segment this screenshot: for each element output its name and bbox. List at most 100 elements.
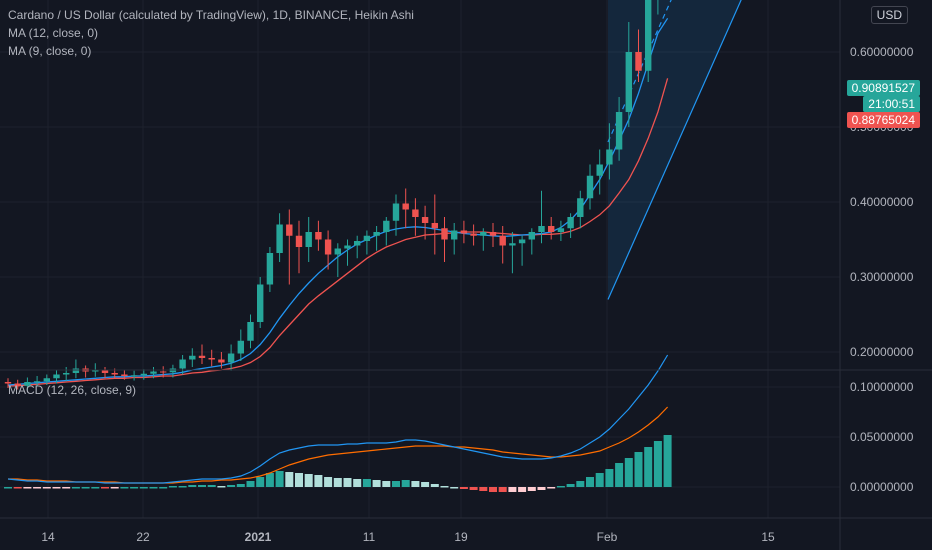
date-tick-label: 2021 (245, 530, 272, 544)
candle-body (421, 217, 429, 223)
macd-histogram-bar (653, 441, 662, 487)
candle-body (189, 355, 196, 360)
macd-histogram-bar (81, 487, 90, 489)
candle-body (179, 359, 186, 369)
candle-body (150, 371, 157, 374)
candle-body (451, 230, 458, 240)
macd-histogram-bar (295, 473, 303, 487)
macd-histogram-bar (333, 478, 342, 487)
macd-histogram-bar (644, 447, 653, 487)
macd-histogram-bar (401, 480, 410, 487)
macd-histogram-bar (130, 487, 139, 489)
macd-histogram-bar (110, 487, 119, 489)
macd-histogram-bar (207, 485, 216, 487)
candle-body (606, 149, 613, 165)
date-tick-label: 19 (454, 530, 468, 544)
candle-body (518, 239, 526, 244)
channel-mid-line (607, 0, 672, 143)
candle-body (615, 112, 623, 150)
trend-channel (607, 0, 742, 300)
candle-body (635, 52, 642, 71)
candle-body (625, 52, 632, 112)
candle-body (528, 232, 535, 240)
candle-body (237, 340, 244, 354)
macd-histogram-bar (139, 487, 148, 489)
macd-pane (4, 354, 672, 492)
macd-histogram-bar (265, 473, 274, 487)
macd-histogram-bar (566, 484, 575, 487)
macd-histogram-bar (4, 487, 12, 489)
macd-histogram-bar (508, 487, 517, 492)
candle-body (140, 373, 147, 376)
macd-histogram-bar (527, 487, 536, 491)
macd-histogram-bar (459, 487, 468, 489)
candle-body (24, 382, 31, 386)
macd-line (7, 354, 669, 484)
channel-fill (608, 0, 742, 300)
macd-histogram-bar (23, 487, 32, 489)
macd-histogram-bar (188, 485, 197, 487)
macd-histogram-bar (304, 474, 313, 487)
macd-histogram-bar (246, 481, 255, 487)
macd-histogram-bar (547, 487, 556, 489)
macd-histogram-bar (663, 435, 672, 487)
candle-body (286, 224, 293, 236)
candle-body (130, 375, 138, 377)
date-tick-label: 22 (136, 530, 150, 544)
macd-histogram-bar (101, 487, 109, 489)
macd-histogram-bar (615, 463, 624, 487)
macd-histogram-bar (62, 487, 71, 489)
date-tick-label: 14 (41, 530, 55, 544)
macd-histogram-bar (168, 486, 177, 488)
date-tick-label: 11 (363, 530, 376, 544)
candle-body (43, 378, 50, 382)
candle-body (354, 241, 361, 246)
candle-body (567, 217, 574, 229)
ma12-legend: MA (12, close, 0) (8, 26, 99, 40)
candle-body (266, 253, 274, 285)
macd-histogram-bar (479, 487, 488, 491)
macd-histogram-bar (42, 487, 51, 489)
macd-histogram-bar (71, 487, 80, 489)
macd-tick-label: 0.00000000 (850, 480, 914, 494)
candle-body (334, 248, 341, 255)
macd-histogram-bar (362, 479, 371, 487)
candle-body (4, 382, 12, 384)
candle-body (402, 203, 409, 210)
candle-body (160, 371, 167, 373)
candle-body (499, 235, 506, 246)
open-price-tag: 0.88765024 (846, 112, 920, 128)
macd-histogram-bar (586, 477, 594, 487)
candle-body (295, 235, 303, 247)
candle-body (218, 359, 225, 363)
candle-body (247, 322, 254, 341)
candle-body (586, 175, 594, 199)
candle-body (257, 284, 264, 322)
chart-title: Cardano / US Dollar (calculated by Tradi… (8, 8, 414, 22)
macd-histogram-bar (13, 487, 22, 489)
candle-body (111, 373, 118, 375)
macd-histogram-bar (430, 484, 439, 487)
macd-histogram-bar (256, 477, 265, 487)
macd-histogram-bar (450, 487, 459, 489)
countdown-tag: 21:00:51 (863, 96, 920, 112)
macd-histogram-bar (498, 487, 507, 492)
candle-body (198, 355, 206, 358)
macd-tick-label: 0.05000000 (850, 430, 914, 444)
macd-histogram-bar (518, 487, 527, 492)
macd-histogram-bar (489, 487, 497, 492)
currency-button[interactable]: USD (870, 6, 908, 24)
last-price-tag: 0.90891527 (846, 80, 920, 96)
candle-body (121, 374, 128, 376)
macd-histogram-bar (33, 487, 42, 489)
price-tick-label: 0.60000000 (850, 45, 914, 59)
candle-body (538, 226, 545, 232)
candle-body (92, 370, 99, 372)
macd-histogram-bar (178, 486, 187, 488)
date-tick-label: 15 (761, 530, 775, 544)
macd-histogram-bar (343, 478, 352, 487)
macd-histogram-bar (392, 481, 400, 487)
macd-histogram-bar (217, 486, 226, 488)
candle-body (509, 243, 516, 246)
